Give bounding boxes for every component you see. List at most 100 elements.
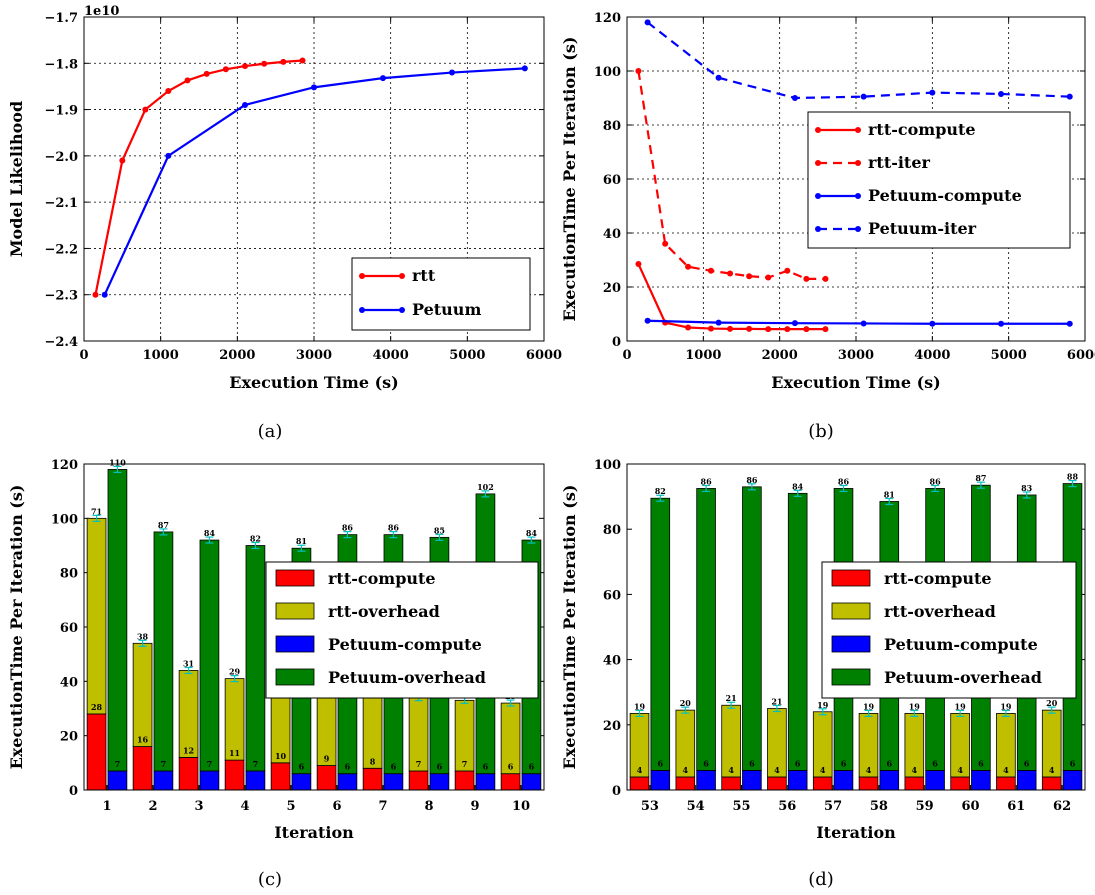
data-label-rtt-compute: 4 (728, 765, 734, 775)
legend-label-Petuum: Petuum (412, 300, 481, 319)
data-point-Petuum-iter (998, 90, 1005, 97)
data-label-petuum-overhead: 86 (701, 476, 713, 486)
bar-rtt-compute (454, 770, 475, 791)
data-point-rtt-iter (822, 275, 829, 282)
x-axis-label: Iteration (816, 823, 896, 842)
data-label-petuum-overhead: 85 (434, 525, 445, 535)
x-tick-label: 1000 (685, 348, 721, 363)
data-point-rtt (222, 66, 229, 73)
x-tick-label: 9 (470, 799, 479, 814)
data-label-rtt-overhead: 19 (863, 701, 875, 711)
legend-label-rtt-compute: rtt-compute (328, 569, 436, 588)
x-tick-label: 5000 (991, 348, 1027, 363)
data-label-petuum-compute: 6 (703, 758, 709, 768)
y-tick-label: 80 (60, 567, 78, 582)
x-tick-label: 7 (378, 799, 387, 814)
data-label-rtt-overhead: 19 (955, 701, 967, 711)
legend-swatch-Petuum-overhead (275, 668, 315, 686)
bar-rtt-overhead (86, 517, 107, 715)
x-tick-label: 58 (870, 799, 888, 814)
x-tick-label: 4 (240, 799, 249, 814)
data-point-rtt (184, 77, 191, 84)
bar-petuum-compute (475, 773, 496, 791)
bar-petuum-compute (429, 773, 450, 791)
legend-marker (855, 193, 861, 199)
data-label-petuum-overhead: 86 (930, 476, 942, 486)
x-tick-label: 53 (641, 799, 659, 814)
legend-label-Petuum-compute: Petuum-compute (328, 635, 482, 654)
y-tick-label: 60 (603, 173, 621, 188)
y-tick-label: −2.3 (44, 289, 78, 304)
data-point-rtt-iter (727, 270, 734, 277)
data-label-petuum-overhead: 87 (975, 473, 986, 483)
data-point-Petuum (165, 152, 172, 159)
bar-petuum-compute (521, 773, 542, 791)
data-point-Petuum (521, 65, 528, 72)
data-point-rtt-iter (803, 275, 810, 282)
bar-rtt-overhead (132, 642, 153, 747)
plot-frame (83, 16, 545, 342)
data-label-petuum-compute: 6 (437, 762, 443, 772)
x-tick-label: 3000 (838, 348, 874, 363)
legend-swatch-rtt-overhead (831, 602, 871, 620)
legend-marker (359, 307, 365, 313)
data-point-Petuum-iter (791, 95, 798, 101)
data-label-rtt-overhead: 19 (909, 701, 921, 711)
x-tick-label: 2 (148, 799, 157, 814)
data-label-petuum-compute: 6 (529, 762, 535, 772)
series-line-Petuum-compute (647, 319, 1070, 325)
legend-label-Petuum-overhead: Petuum-overhead (884, 668, 1042, 687)
y-tick-label: 120 (51, 458, 78, 473)
y-tick-label: 100 (594, 458, 621, 473)
x-tick-label: 1 (102, 799, 111, 814)
data-label-petuum-compute: 6 (795, 758, 801, 768)
bar-rtt-compute (500, 773, 521, 791)
x-axis-label: Execution Time (s) (229, 373, 398, 392)
data-point-rtt-iter (765, 274, 772, 281)
x-tick-label: 6 (332, 799, 341, 814)
x-tick-label: 59 (916, 799, 934, 814)
data-point-Petuum-compute (998, 320, 1005, 327)
series-line-rtt-compute (637, 263, 826, 331)
bar-petuum-compute (696, 770, 716, 791)
data-label-rtt-overhead: 21 (726, 693, 737, 703)
x-tick-label: 4000 (373, 348, 409, 363)
data-label-petuum-overhead: 82 (250, 534, 261, 544)
y-tick-label: 80 (603, 119, 621, 134)
y-tick-label: −1.7 (44, 11, 78, 26)
data-label-rtt-overhead: 20 (680, 698, 692, 708)
chart-panel-a: −2.4 −2.3 −2.2 −2.1 −2.0 −1.9 −1.8 −1.7 0 1000 200… (7, 11, 562, 442)
bar-rtt-compute (1041, 776, 1062, 791)
bar-petuum-overhead (696, 488, 716, 771)
bar-petuum-overhead (199, 539, 220, 772)
data-label-rtt-compute: 4 (683, 765, 689, 775)
bar-petuum-compute (199, 770, 220, 791)
bar-petuum-compute (925, 770, 945, 791)
data-point-Petuum-compute (929, 320, 936, 327)
legend-box (351, 257, 531, 331)
data-point-rtt-compute (765, 326, 772, 333)
chart-panel-b: 0 20 40 60 80 100 120 0 1000 2000 3000 4000 5000 6000… (560, 11, 1095, 442)
data-label-rtt-overhead: 19 (1000, 701, 1012, 711)
data-point-Petuum (101, 291, 108, 298)
x-tick-label: 55 (732, 799, 750, 814)
bar-rtt-compute (316, 765, 337, 791)
data-point-rtt (203, 70, 210, 77)
data-label-petuum-compute: 6 (345, 762, 351, 772)
y-tick-label: 40 (60, 675, 78, 690)
bar-rtt-compute (675, 776, 696, 791)
y-tick-label: −1.8 (44, 57, 78, 72)
y-axis-label: ExecutionTime Per Iteration (s) (560, 37, 579, 322)
data-label-rtt-compute: 4 (637, 765, 643, 775)
x-tick-label: 3 (194, 799, 203, 814)
data-point-rtt (242, 63, 248, 70)
y-tick-label: 20 (603, 719, 621, 734)
bar-rtt-compute (362, 767, 383, 791)
x-tick-label: 0 (79, 348, 88, 363)
legend-marker (815, 193, 821, 199)
data-label-petuum-compute: 7 (161, 759, 167, 769)
y-axis-label: ExecutionTime Per Iteration (s) (560, 485, 579, 770)
bar-petuum-overhead (245, 545, 266, 772)
x-tick-label: 1000 (143, 348, 179, 363)
data-point-Petuum-compute (791, 320, 798, 327)
